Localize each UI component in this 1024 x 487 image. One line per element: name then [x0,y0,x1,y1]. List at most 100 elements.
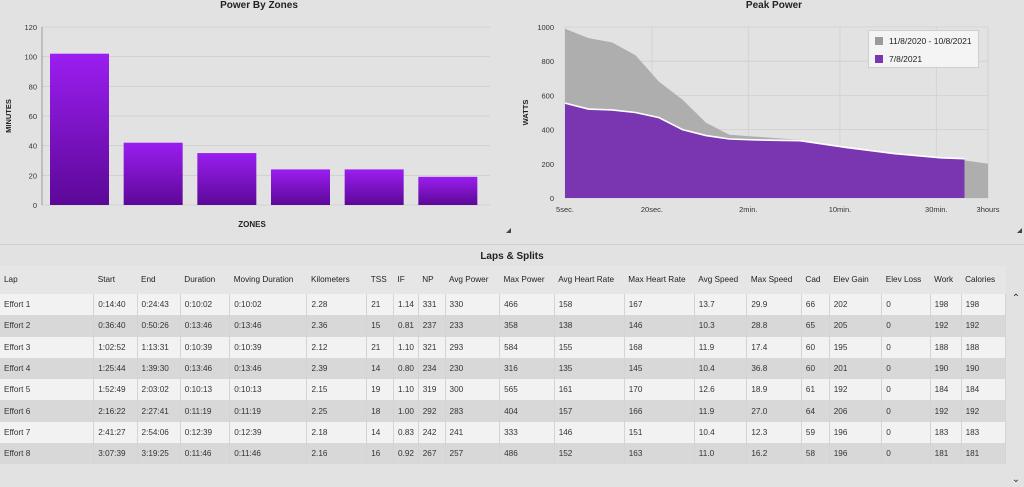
table-cell: 166 [624,400,695,422]
laps-header-cell[interactable]: Duration [180,266,230,294]
laps-header-cell[interactable]: Work [930,266,962,294]
zone-bar-5 [344,169,404,205]
table-cell: 28.8 [746,315,802,337]
table-row[interactable]: Effort 4 1:25:44 1:39:30 0:13:46 0:13:46 2.39… [0,357,1007,380]
table-row[interactable]: Effort 6 2:16:22 2:27:41 0:11:19 0:11:19 2.25… [0,400,1007,422]
table-cell: 234 [418,357,446,380]
laps-header-cell[interactable]: Kilometers [306,266,367,294]
legend-item-ride[interactable]: 7/8/2021 [875,54,922,64]
table-row[interactable]: Effort 2 0:36:40 0:50:26 0:13:46 0:13:46 2.36… [0,315,1007,337]
table-cell: 0:36:40 [93,315,138,337]
table-row[interactable]: Effort 3 1:02:52 1:13:31 0:10:39 0:10:39 2.12… [0,336,1007,358]
table-cell: 17.4 [746,336,802,358]
table-cell: 0:11:46 [229,443,308,465]
laps-header-cell[interactable]: Moving Duration [229,266,307,294]
laps-header-cell[interactable]: IF [393,266,419,294]
legend-swatch-ride [875,55,883,63]
table-cell: 293 [445,336,501,358]
table-cell: 195 [829,336,883,358]
table-row[interactable]: Effort 1 0:14:40 0:24:43 0:10:02 0:10:02 2.28… [0,294,1007,316]
peak-power-title: Peak Power [745,0,803,11]
table-cell: 0 [881,379,931,401]
laps-header-cell[interactable]: Start [93,266,138,294]
table-cell: 192 [829,379,883,401]
table-cell: 168 [624,336,695,358]
table-cell: 1.10 [393,336,419,358]
laps-header-cell[interactable]: Max Speed [746,266,802,294]
table-cell: 0:10:39 [180,336,231,358]
table-cell: 15 [366,315,395,337]
table-cell: 201 [829,357,883,380]
table-cell: 1.00 [393,400,419,422]
table-cell: 184 [930,379,962,401]
table-cell: Effort 8 [0,443,95,465]
table-cell: Effort 6 [0,400,95,422]
laps-header-cell[interactable]: Max Power [499,266,555,294]
laps-header-cell[interactable]: Cad [801,266,830,294]
laps-header-cell[interactable]: Avg Speed [694,266,747,294]
laps-header-cell[interactable]: Elev Gain [829,266,882,294]
table-cell: 14 [366,421,395,444]
table-cell: 0 [881,315,931,337]
table-cell: 13.7 [694,294,748,316]
table-cell: 0:24:43 [137,294,181,316]
laps-header-cell[interactable]: End [137,266,181,294]
peak-ytick-label: 200 [541,160,554,169]
table-cell: 2.28 [306,294,368,316]
table-cell: 486 [499,443,555,465]
table-cell: 196 [829,421,883,444]
table-cell: 0.92 [393,443,419,465]
peak-power-legend: 11/8/2020 - 10/8/2021 7/8/2021 [868,30,979,68]
chevron-up-icon[interactable]: ⌃ [1011,293,1021,304]
table-cell: 60 [801,336,830,358]
laps-header-cell[interactable]: Avg Heart Rate [554,266,625,294]
table-cell: 183 [930,421,962,444]
laps-header-cell[interactable]: NP [418,266,446,294]
table-cell: 1:02:52 [93,336,138,358]
table-cell: 0:11:19 [229,400,308,422]
table-cell: 1.14 [393,294,419,316]
table-cell: 10.4 [694,421,748,444]
chevron-down-icon[interactable]: ⌄ [1011,474,1021,485]
table-row[interactable]: Effort 5 1:52:49 2:03:02 0:10:13 0:10:13 2.15… [0,379,1007,401]
laps-header-cell[interactable]: Calories [961,266,1006,294]
table-cell: 198 [961,294,1007,316]
laps-header-cell[interactable]: Max Heart Rate [624,266,695,294]
table-cell: 2.16 [306,443,368,465]
table-cell: 1:13:31 [137,336,181,358]
laps-scrollbar[interactable]: ⌃ ⌄ [1008,294,1024,487]
table-cell: 241 [445,421,501,444]
table-cell: 565 [499,379,555,401]
table-cell: 65 [801,315,830,337]
table-cell: 0:13:46 [229,315,308,337]
table-cell: 292 [418,400,446,422]
peak-ytick-label: 1000 [537,23,554,32]
laps-header-cell[interactable]: TSS [366,266,394,294]
laps-table: Lap Start End Duration Moving Duration Kilome… [0,266,1007,465]
zones-ytick-label: 120 [24,23,37,32]
table-cell: 1:25:44 [93,357,138,380]
table-cell: 0:13:46 [180,315,231,337]
table-cell: Effort 3 [0,336,95,358]
table-cell: 27.0 [746,400,802,422]
laps-header-cell[interactable]: Lap [0,266,94,294]
table-cell: 181 [930,443,962,465]
zone-bar-6 [418,176,478,205]
table-cell: 230 [445,357,501,380]
table-cell: 0.81 [393,315,419,337]
laps-header-cell[interactable]: Elev Loss [881,266,931,294]
peak-resize-grip[interactable] [1016,227,1022,233]
peak-power-chart: 0 200 400 600 800 1000 5sec. 20sec. 2min. 10min. 3… [521,23,1000,214]
table-cell: 206 [829,400,883,422]
table-row[interactable]: Effort 7 2:41:27 2:54:06 0:12:39 0:12:39 2.18… [0,421,1007,444]
table-cell: 145 [624,357,695,380]
zone-bar-3 [197,153,257,205]
legend-item-range[interactable]: 11/8/2020 - 10/8/2021 [875,36,972,46]
table-cell: 18.9 [746,379,802,401]
laps-header-cell[interactable]: Avg Power [445,266,500,294]
table-cell: 0:13:46 [229,357,308,380]
table-row[interactable]: Effort 8 3:07:39 3:19:25 0:11:46 0:11:46 2.16… [0,443,1007,465]
zones-resize-grip[interactable] [505,227,511,233]
table-cell: 138 [554,315,625,337]
table-cell: 2.36 [306,315,368,337]
